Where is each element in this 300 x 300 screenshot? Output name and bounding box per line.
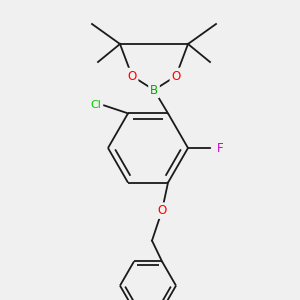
Text: Cl: Cl	[91, 100, 101, 110]
Text: O: O	[158, 204, 166, 217]
Text: O: O	[171, 70, 181, 83]
Text: O: O	[128, 70, 136, 83]
Text: F: F	[217, 142, 223, 154]
Text: B: B	[150, 83, 158, 97]
